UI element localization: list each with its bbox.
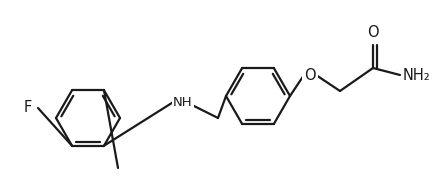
Text: NH₂: NH₂ bbox=[403, 68, 431, 83]
Text: F: F bbox=[24, 100, 32, 116]
Text: NH: NH bbox=[173, 97, 193, 109]
Text: O: O bbox=[367, 25, 379, 40]
Text: O: O bbox=[304, 68, 316, 83]
